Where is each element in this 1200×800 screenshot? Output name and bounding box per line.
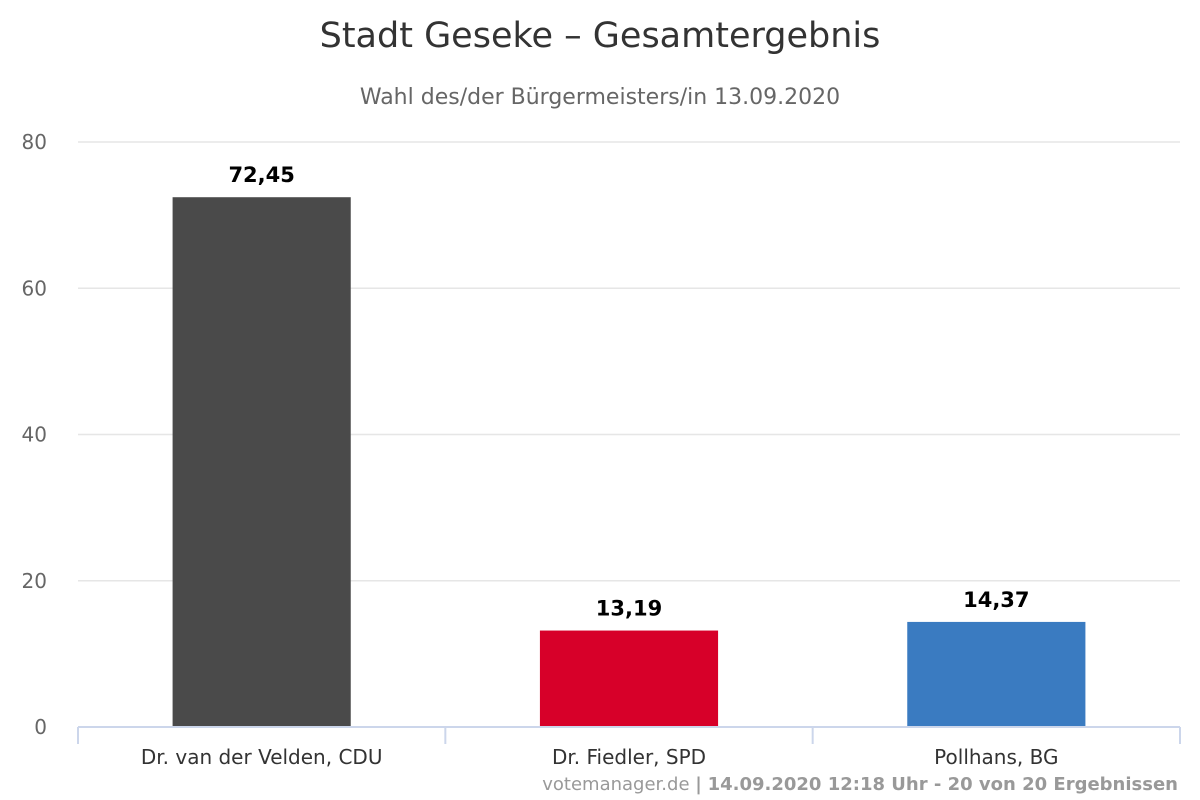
y-tick-label: 0 [34, 715, 47, 739]
credits-info: 14.09.2020 12:18 Uhr - 20 von 20 Ergebni… [708, 774, 1178, 795]
data-label: 72,45 [228, 163, 294, 187]
y-tick-label: 80 [22, 130, 47, 154]
credits-source[interactable]: votemanager.de [542, 774, 689, 795]
data-label: 13,19 [596, 597, 662, 621]
credits[interactable]: votemanager.de | 14.09.2020 12:18 Uhr - … [542, 774, 1178, 795]
x-tick-label: Dr. Fiedler, SPD [552, 745, 706, 769]
x-tick-label: Dr. van der Velden, CDU [141, 745, 383, 769]
bar[interactable] [172, 197, 351, 728]
data-label-layer: 72,45 13,19 14,37 [228, 163, 1029, 620]
bar[interactable] [907, 621, 1086, 727]
bar-layer [172, 197, 1086, 728]
y-tick-label: 60 [22, 276, 47, 300]
data-label: 14,37 [963, 588, 1029, 612]
y-tick-label: 40 [22, 423, 47, 447]
chart-subtitle: Wahl des/der Bürgermeisters/in 13.09.202… [360, 85, 840, 110]
bar[interactable] [539, 630, 719, 727]
axis-layer: 0 20 40 60 80 Dr. van der Velden, CDU Dr. Fied… [22, 130, 1181, 769]
y-tick-label: 20 [22, 569, 47, 593]
credits-separator: | [695, 774, 702, 795]
chart-title: Stadt Geseke – Gesamtergebnis [320, 16, 881, 56]
x-tick-label: Pollhans, BG [934, 745, 1058, 769]
